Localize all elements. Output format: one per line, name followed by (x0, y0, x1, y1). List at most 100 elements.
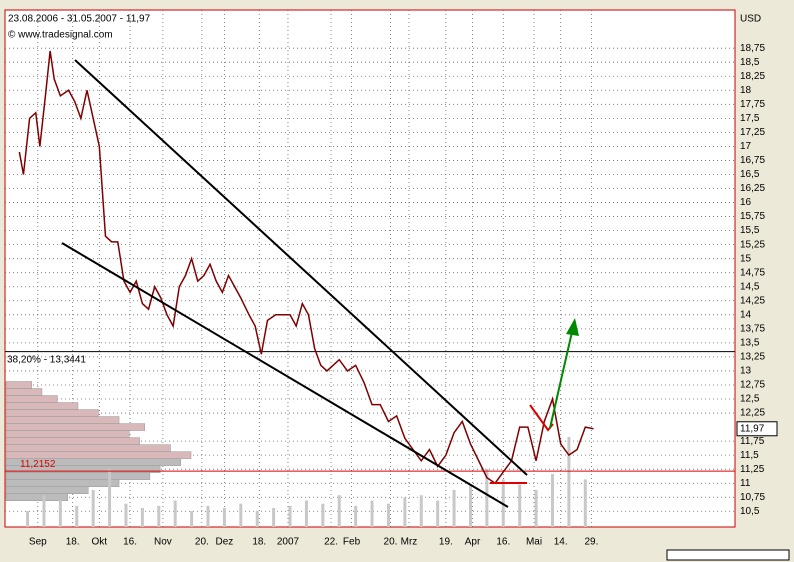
volume-bar (42, 495, 46, 527)
y-tick-label: 12,75 (740, 380, 765, 391)
volume-profile-bar (5, 479, 120, 487)
y-tick-label: 16,75 (740, 155, 765, 166)
volume-profile-bar (5, 395, 58, 403)
y-tick-label: 18,5 (740, 57, 760, 68)
y-tick-label: 11,25 (740, 464, 765, 475)
y-tick-label: 18 (740, 85, 752, 96)
volume-bar (419, 495, 423, 527)
y-tick-label: 13,5 (740, 338, 760, 349)
support-label: 11,2152 (20, 459, 56, 470)
volume-bar (518, 484, 522, 527)
y-tick-label: 16,5 (740, 169, 760, 180)
volume-bar (255, 511, 259, 527)
x-tick-label: 18. (252, 537, 266, 548)
header: 23.08.2006 - 31.05.2007 - 11,97 (8, 14, 151, 25)
volume-bar (452, 489, 456, 527)
y-tick-label: 11 (740, 478, 751, 489)
y-tick-label: 15,5 (740, 225, 760, 236)
volume-bar (551, 474, 554, 527)
volume-bar (304, 500, 308, 527)
volume-bar (222, 507, 226, 527)
currency: USD (740, 14, 761, 25)
x-tick-label: 19. (439, 537, 453, 548)
volume-profile-bar (5, 402, 79, 410)
y-tick-label: 14 (740, 309, 752, 320)
volume-bar (436, 500, 440, 527)
volume-profile-bar (5, 423, 145, 431)
volume-bar (75, 505, 79, 527)
source: © www.tradesignal.com (8, 30, 113, 41)
x-tick-label: 18. (66, 537, 80, 548)
volume-bar (567, 437, 571, 527)
scrollbar[interactable] (666, 549, 790, 561)
volume-profile-bar (5, 409, 99, 417)
y-tick-label: 14,25 (740, 295, 765, 306)
y-tick-label: 12,5 (740, 394, 760, 405)
volume-profile-bar (5, 381, 32, 389)
y-tick-label: 17,5 (740, 113, 760, 124)
x-tick-label: 29. (585, 537, 599, 548)
x-tick-label: Mrz (401, 537, 418, 548)
y-tick-label: 17,75 (740, 99, 765, 110)
x-tick-label: 20. (384, 537, 398, 548)
y-tick-label: 17,25 (740, 127, 765, 138)
y-tick-label: 11,75 (740, 436, 765, 447)
volume-bar (91, 489, 95, 527)
volume-bar (173, 500, 177, 527)
volume-profile-bar (5, 451, 192, 459)
volume-profile-bar (5, 388, 43, 396)
y-tick-label: 15,25 (740, 239, 765, 250)
volume-bar (354, 505, 358, 527)
volume-bar (403, 497, 407, 527)
volume-bar (140, 507, 144, 527)
x-tick-label: Nov (154, 537, 172, 548)
volume-profile-bar (5, 486, 89, 494)
x-tick-label: 16. (496, 537, 510, 548)
y-tick-label: 12,25 (740, 408, 765, 419)
volume-profile-bar (5, 416, 120, 424)
volume-bar (124, 503, 128, 527)
x-tick-label: Sep (29, 537, 47, 548)
volume-bar (337, 495, 341, 527)
volume-bar (485, 468, 489, 527)
x-tick-label: 2007 (277, 537, 300, 548)
y-tick-label: 17 (740, 141, 752, 152)
y-tick-label: 15 (740, 253, 752, 264)
volume-bar (288, 505, 292, 527)
last-price-label: 11,97 (740, 423, 765, 434)
volume-bar (157, 505, 161, 527)
volume-bar (108, 468, 112, 527)
y-tick-label: 13,75 (740, 323, 765, 334)
volume-profile-bar (5, 430, 130, 438)
x-tick-label: Okt (92, 537, 108, 548)
last-price-box (736, 421, 778, 437)
volume-profile-bar (5, 472, 151, 480)
y-tick-label: 10,5 (740, 506, 760, 517)
trend-line (74, 59, 528, 476)
fib-label: 38,20% - 13,3441 (7, 354, 86, 365)
volume-bar (239, 503, 243, 527)
y-tick-label: 15,75 (740, 211, 765, 222)
y-tick-label: 13,25 (740, 352, 765, 363)
y-tick-label: 10,75 (740, 492, 765, 503)
volume-bar (190, 511, 194, 527)
y-tick-label: 16,25 (740, 183, 765, 194)
arrow (549, 331, 573, 429)
y-tick-label: 18,25 (740, 71, 765, 82)
trend-line (61, 242, 509, 508)
x-tick-label: 20. (195, 537, 209, 548)
x-tick-label: Dez (216, 537, 234, 548)
x-tick-label: 16. (123, 537, 137, 548)
volume-bar (26, 511, 30, 527)
x-tick-label: 14. (554, 537, 568, 548)
volume-bar (321, 503, 325, 527)
volume-profile-bar (5, 437, 140, 445)
volume-bar (534, 489, 538, 527)
y-tick-label: 18,75 (740, 43, 765, 54)
volume-profile-bar (5, 493, 68, 501)
volume-bar (386, 503, 390, 527)
arrow-head (566, 318, 579, 336)
volume-bar (370, 500, 374, 527)
volume-bar (58, 500, 62, 527)
